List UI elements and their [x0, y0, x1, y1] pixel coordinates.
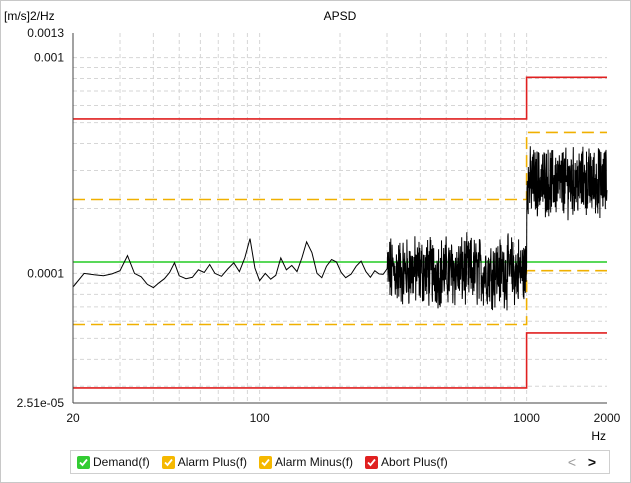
legend-label: Abort Plus(f) — [381, 455, 448, 469]
y-axis-label: [m/s]2/Hz — [4, 9, 55, 23]
legend-label: Alarm Minus(f) — [275, 455, 354, 469]
x-axis-unit-label: Hz — [591, 429, 606, 443]
series-abort-plus-line — [73, 76, 607, 120]
y-tick-label: 2.51e-05 — [17, 396, 65, 410]
checkbox-icon[interactable] — [77, 455, 90, 469]
legend-label: Alarm Plus(f) — [177, 455, 248, 469]
y-tick-label: 0.001 — [34, 51, 64, 65]
measured-response-line — [72, 146, 608, 311]
legend: Demand(f) Alarm Plus(f) Alarm Minus(f) A… — [70, 450, 610, 474]
checkbox-icon[interactable] — [365, 455, 379, 469]
chevron-left-icon[interactable]: < — [567, 454, 577, 470]
measured-layer — [72, 146, 608, 311]
legend-item-abort-plus[interactable]: Abort Plus(f) — [365, 455, 448, 469]
legend-label: Demand(f) — [93, 455, 150, 469]
x-tick-label: 2000 — [594, 411, 621, 425]
grid — [73, 33, 607, 403]
legend-item-alarm-plus[interactable]: Alarm Plus(f) — [161, 455, 248, 469]
legend-nav: < > — [559, 454, 599, 470]
legend-item-demand[interactable]: Demand(f) — [77, 455, 150, 469]
y-tick-label: 0.0001 — [27, 266, 64, 280]
x-tick-label: 100 — [250, 411, 270, 425]
chevron-right-icon[interactable]: > — [587, 454, 597, 470]
series-abort-minus-line — [73, 332, 607, 389]
x-tick-label: 20 — [66, 411, 80, 425]
legend-item-alarm-minus[interactable]: Alarm Minus(f) — [259, 455, 353, 469]
x-tick-label: 1000 — [513, 411, 540, 425]
series-alarm-minus-line — [73, 269, 607, 326]
series-alarm-plus-line — [73, 131, 607, 201]
chart-text: APSD [m/s]2/Hz Hz — [4, 9, 606, 443]
chart-title: APSD — [324, 9, 357, 23]
checkbox-icon[interactable] — [161, 455, 175, 469]
checkbox-icon[interactable] — [259, 455, 273, 469]
y-tick-label: 0.0013 — [27, 26, 64, 40]
axes: 20 100 1000 2000 0.0013 0.001 0.0001 2.51e-05 — [17, 26, 621, 425]
